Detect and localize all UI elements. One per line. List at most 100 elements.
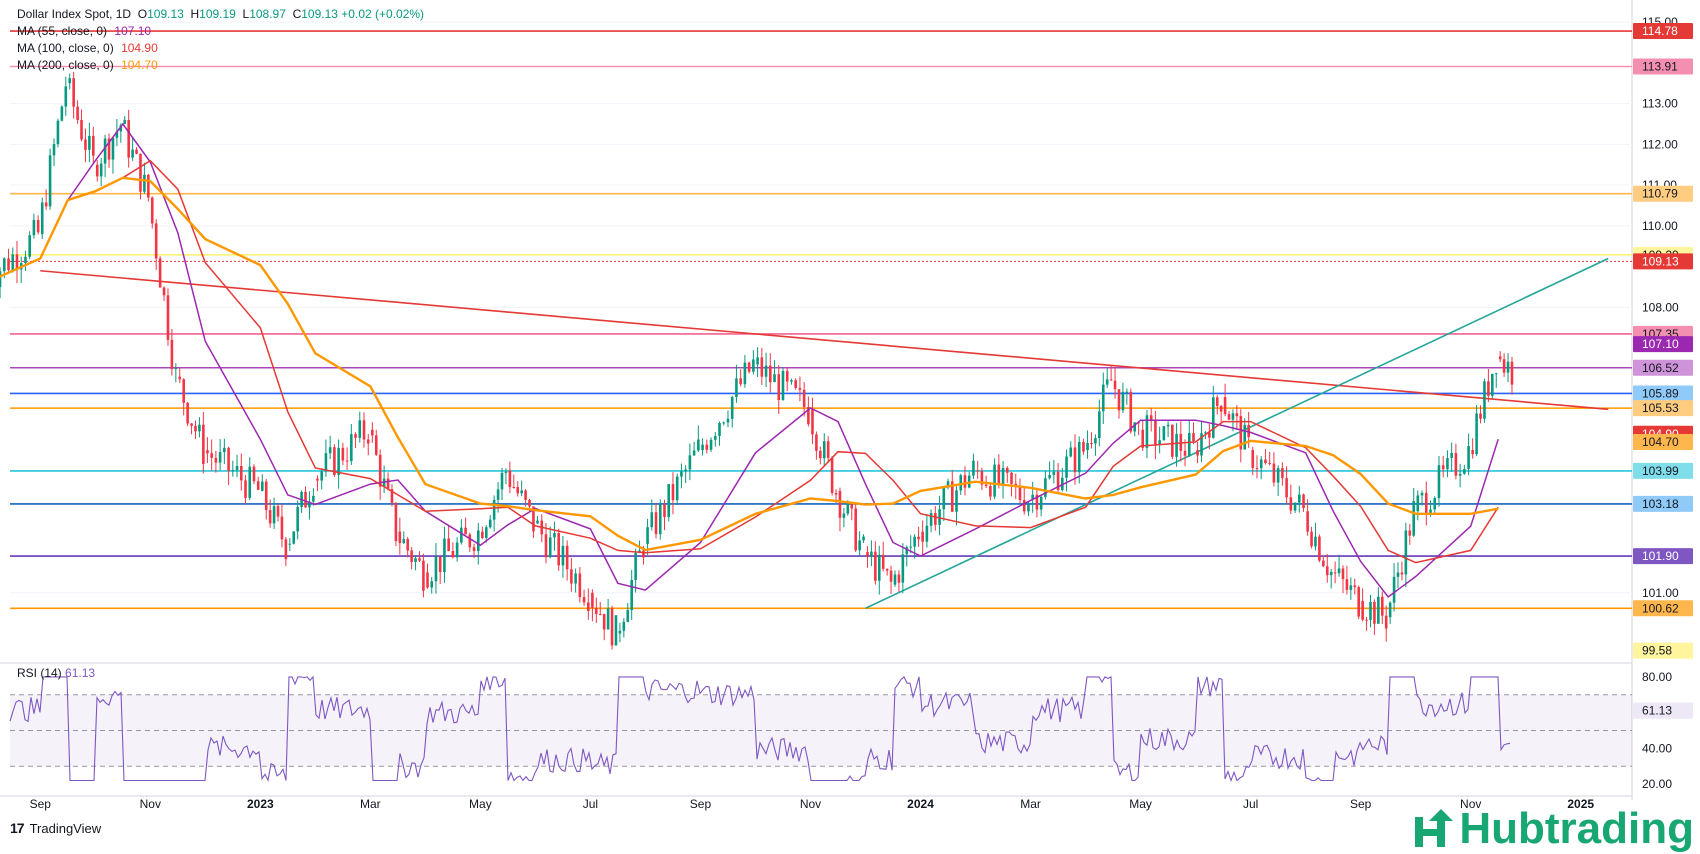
candle-body — [1171, 424, 1174, 457]
candle-body — [32, 219, 36, 236]
candle-body — [773, 374, 776, 383]
candle-body — [1014, 483, 1018, 486]
candle-body — [52, 144, 56, 156]
candle-body — [1117, 389, 1121, 411]
level-badge-0 — [1633, 23, 1693, 40]
candle-body — [1215, 397, 1219, 406]
candle-body — [260, 481, 264, 491]
candle-body — [1281, 468, 1284, 479]
x-tick-label-14: 2025 — [1567, 797, 1594, 811]
candle-body — [626, 610, 630, 622]
candle-body — [1510, 361, 1514, 385]
candle-body — [1353, 585, 1357, 588]
candle-body — [111, 137, 115, 160]
candle-body — [1369, 601, 1372, 620]
candle-body — [630, 579, 633, 611]
candle-body — [642, 550, 645, 558]
candle-body — [472, 547, 476, 552]
rsi-legend[interactable]: RSI (14) 61.13 — [17, 666, 95, 680]
candle-body — [99, 163, 103, 177]
candle-body — [1318, 536, 1321, 561]
candle-body — [781, 370, 785, 401]
candle-body — [881, 554, 885, 569]
candle-body — [1264, 459, 1267, 464]
candle-body — [1090, 442, 1093, 444]
candle-body — [366, 439, 370, 444]
candle-body — [934, 513, 937, 525]
x-tick-label-11: Jul — [1243, 797, 1258, 811]
level-badge-13 — [1633, 495, 1693, 512]
candle-body — [40, 202, 44, 235]
candle-body — [333, 447, 336, 476]
candle-body — [1302, 494, 1305, 508]
candle-body — [103, 138, 107, 164]
candle-body — [777, 374, 781, 401]
candle-body — [1005, 467, 1009, 473]
candle-body — [131, 149, 134, 158]
candle-body — [709, 439, 713, 450]
ma55-line — [0, 122, 1499, 598]
candle-body — [248, 466, 252, 498]
ma100-line — [0, 159, 1499, 564]
candle-body — [826, 441, 830, 458]
level-badge-11 — [1633, 433, 1693, 450]
candle-body — [1035, 494, 1039, 510]
candle-body — [194, 425, 197, 432]
candle-body — [1272, 463, 1276, 483]
candle-body — [1069, 447, 1073, 457]
candle-body — [1259, 459, 1263, 469]
candle-body — [548, 537, 552, 558]
candle-body — [1483, 381, 1486, 419]
candle-body — [214, 457, 218, 463]
candle-body — [68, 78, 72, 84]
x-tick-label-7: Nov — [800, 797, 821, 811]
candle-body — [834, 493, 838, 495]
candle-body — [877, 554, 881, 581]
candle-body — [862, 536, 865, 541]
candle-body — [1154, 419, 1157, 446]
candle-body — [443, 538, 446, 573]
candle-body — [123, 119, 127, 124]
candle-body — [328, 447, 332, 454]
candle-body — [206, 450, 209, 454]
candle-body — [80, 119, 83, 140]
candle-body — [1048, 474, 1051, 479]
platform-footer[interactable]: 17 TradingView — [10, 820, 101, 836]
candle-body — [747, 362, 751, 372]
candle-body — [1235, 413, 1239, 417]
candle-body — [95, 164, 99, 177]
candle-body — [1223, 397, 1227, 415]
candle-body — [1268, 463, 1271, 465]
candle-body — [44, 202, 48, 207]
candle-body — [1109, 379, 1113, 381]
candle-body — [984, 484, 988, 486]
candle-body — [705, 444, 709, 450]
candle-body — [822, 441, 826, 459]
ma200-legend[interactable]: MA (200, close, 0) 104.70 — [17, 57, 424, 74]
candle-body — [1276, 468, 1280, 483]
candle-body — [1001, 467, 1005, 485]
ma100-legend[interactable]: MA (100, close, 0) 104.90 — [17, 40, 424, 57]
candle-body — [1018, 485, 1022, 501]
candle-body — [587, 602, 590, 611]
candle-body — [713, 435, 717, 440]
candle-body — [1098, 411, 1101, 439]
candle-body — [942, 487, 946, 510]
candle-body — [768, 365, 772, 383]
candle-body — [512, 487, 516, 489]
candle-body — [1365, 619, 1368, 621]
candle-body — [735, 378, 738, 398]
price-tick-label-4: 110.00 — [1642, 219, 1678, 233]
candle-body — [901, 554, 905, 583]
candle-body — [618, 630, 622, 634]
candle-body — [1400, 572, 1404, 575]
x-tick-label-3: Mar — [360, 797, 381, 811]
candle-body — [606, 608, 610, 630]
candle-body — [1212, 397, 1215, 438]
trendline-ascending — [865, 257, 1609, 609]
ma55-legend[interactable]: MA (55, close, 0) 107.10 — [17, 23, 424, 40]
candle-body — [938, 509, 941, 525]
ma100-value: 104.90 — [121, 41, 158, 55]
level-badge-14 — [1633, 548, 1693, 565]
